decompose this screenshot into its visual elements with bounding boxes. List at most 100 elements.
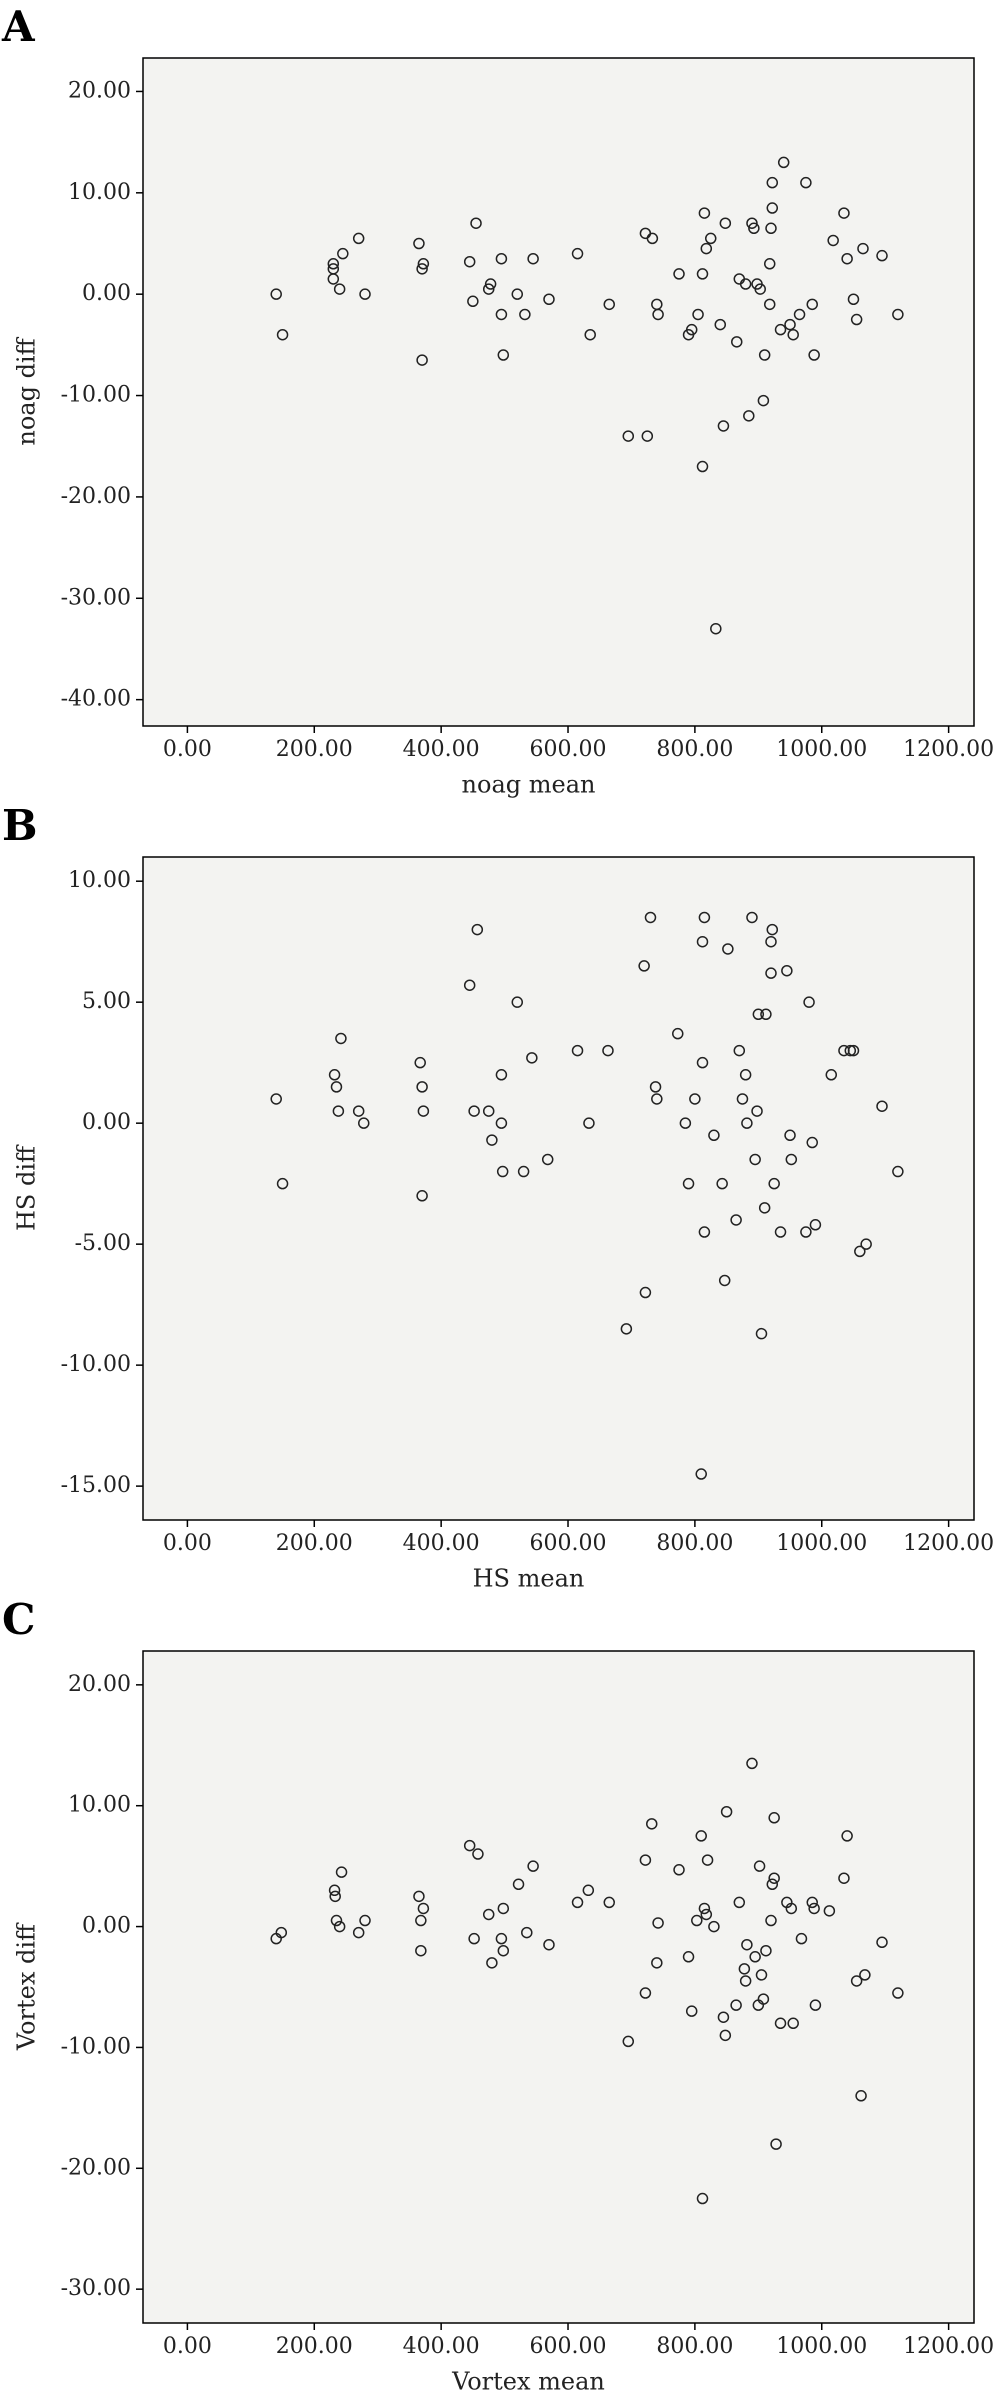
point: [482, 1105, 495, 1117]
point: [719, 2029, 732, 2042]
point: [749, 1951, 761, 1963]
point: [700, 242, 713, 255]
point: [720, 1805, 733, 1818]
point: [777, 156, 790, 169]
point: [758, 349, 771, 361]
point: [766, 202, 779, 214]
point: [763, 258, 776, 270]
point: [463, 1839, 476, 1852]
point: [876, 1100, 888, 1112]
point: [854, 1245, 866, 1258]
point: [860, 1238, 872, 1250]
point: [543, 1938, 555, 1951]
point: [806, 1896, 818, 1909]
point: [733, 1044, 746, 1057]
point: [352, 1105, 365, 1117]
point: [892, 1987, 904, 1999]
point: [470, 217, 482, 229]
point: [673, 1864, 685, 1876]
y-tick-label: 0.00: [82, 1914, 131, 1939]
x-tick-label: 600.00: [530, 2334, 607, 2359]
y-tick-label: -10.00: [61, 2034, 131, 2059]
point: [571, 1044, 584, 1057]
point: [793, 308, 806, 321]
point: [784, 1129, 796, 1142]
point: [739, 1975, 752, 1987]
point: [526, 1052, 538, 1064]
point: [691, 1914, 703, 1927]
point: [463, 255, 476, 268]
point: [758, 1202, 771, 1214]
panel-letter: C: [2, 1595, 35, 1644]
point: [527, 1860, 539, 1872]
point: [765, 935, 777, 948]
point: [359, 288, 371, 300]
point: [838, 207, 850, 219]
point: [352, 232, 365, 245]
x-tick-label: 1000.00: [776, 1531, 867, 1556]
point: [787, 2017, 799, 2030]
point: [746, 911, 758, 924]
point: [859, 1969, 871, 1981]
point: [527, 252, 539, 265]
point: [770, 2138, 782, 2150]
point: [808, 1902, 820, 1915]
y-axis-title: Vortex diff: [13, 1922, 41, 2051]
point: [486, 1134, 498, 1146]
point: [743, 410, 755, 422]
point: [823, 1905, 836, 1917]
x-tick-label: 200.00: [276, 737, 353, 762]
point: [751, 1105, 763, 1117]
panel: A 20.00 10.00 0.00 -10.00 -20.00 -30.00 -40.00 0…: [1, 2, 994, 799]
x-tick-label: 0.00: [163, 737, 212, 762]
point: [571, 1896, 584, 1909]
point: [774, 323, 787, 336]
point: [704, 232, 717, 245]
point: [803, 996, 815, 1008]
point: [892, 308, 904, 321]
point: [708, 1920, 720, 1933]
point: [327, 273, 340, 285]
point: [511, 288, 524, 300]
x-tick-label: 0.00: [163, 1531, 212, 1556]
point: [583, 1117, 595, 1129]
x-tick-label: 800.00: [656, 2334, 733, 2359]
point: [495, 1932, 508, 1945]
y-tick-label: -30.00: [61, 585, 131, 610]
point: [413, 237, 425, 250]
point: [876, 249, 888, 262]
point: [652, 308, 664, 321]
y-tick-label: 10.00: [68, 1793, 131, 1818]
point: [603, 298, 615, 311]
point: [847, 293, 860, 306]
y-tick-label: -10.00: [61, 383, 131, 408]
point: [682, 1951, 695, 1963]
point: [495, 1117, 508, 1129]
x-axis-title: Vortex mean: [451, 2368, 605, 2395]
point: [646, 232, 659, 245]
point: [892, 1165, 904, 1178]
x-tick-label: 800.00: [656, 737, 733, 762]
point: [855, 2090, 867, 2102]
point: [672, 1027, 684, 1040]
point: [731, 336, 743, 348]
point: [416, 1190, 428, 1202]
point: [766, 1878, 779, 1891]
point: [276, 1177, 289, 1190]
point: [519, 308, 531, 321]
point: [768, 1872, 780, 1884]
point: [748, 222, 760, 235]
point: [644, 911, 657, 924]
y-tick-label: -30.00: [61, 2276, 131, 2301]
point: [825, 1069, 838, 1081]
point: [698, 1226, 711, 1238]
point: [328, 1069, 341, 1081]
point: [857, 242, 869, 255]
x-tick-label: 1000.00: [776, 737, 867, 762]
y-tick-label: 20.00: [68, 1672, 131, 1697]
point: [517, 1165, 530, 1178]
point: [847, 1044, 860, 1057]
point: [673, 268, 685, 280]
point: [719, 217, 732, 229]
point: [651, 1957, 663, 1969]
